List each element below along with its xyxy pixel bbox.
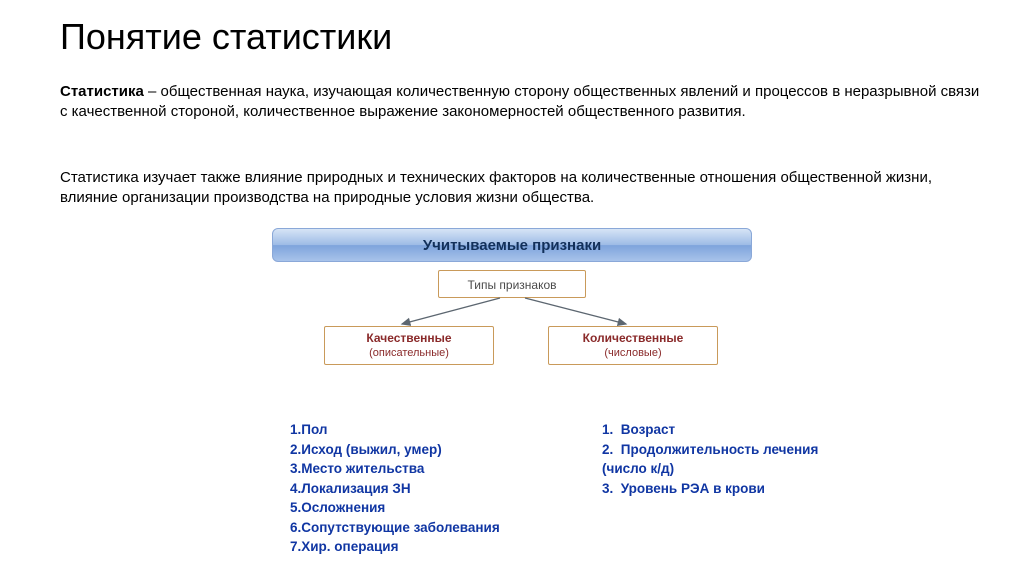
diagram-arrows — [310, 296, 730, 330]
list-item: 2. Продолжительность лечения (число к/д) — [602, 440, 842, 479]
branch-right: Количественные (числовые) — [548, 326, 718, 365]
list-item: 4.Локализация ЗН — [290, 479, 550, 499]
list-item: 3. Уровень РЭА в крови — [602, 479, 842, 499]
quantitative-list: 1. Возраст 2. Продолжительность лечения … — [602, 420, 842, 498]
diagram-header: Учитываемые признаки — [272, 228, 752, 262]
page-title: Понятие статистики — [60, 16, 392, 58]
list-item: 3.Место жительства — [290, 459, 550, 479]
qualitative-list: 1.Пол 2.Исход (выжил, умер) 3.Место жите… — [290, 420, 550, 557]
branch-right-title: Количественные — [549, 331, 717, 345]
list-item: 7.Хир. операция — [290, 537, 550, 557]
list-item: 5.Осложнения — [290, 498, 550, 518]
types-box: Типы признаков — [438, 270, 586, 298]
paragraph-1: Статистика – общественная наука, изучающ… — [60, 82, 984, 123]
branch-left-sub: (описательные) — [325, 347, 493, 359]
list-item: 1.Пол — [290, 420, 550, 440]
branch-left: Качественные (описательные) — [324, 326, 494, 365]
branch-left-title: Качественные — [325, 331, 493, 345]
list-item: 1. Возраст — [602, 420, 842, 440]
para1-lead: Статистика — [60, 83, 144, 100]
list-item: 6.Сопутствующие заболевания — [290, 518, 550, 538]
list-item: 2.Исход (выжил, умер) — [290, 440, 550, 460]
paragraph-2: Статистика изучает также влияние природн… — [60, 168, 984, 209]
branch-right-sub: (числовые) — [549, 347, 717, 359]
para1-rest: – общественная наука, изучающая количест… — [60, 83, 979, 120]
